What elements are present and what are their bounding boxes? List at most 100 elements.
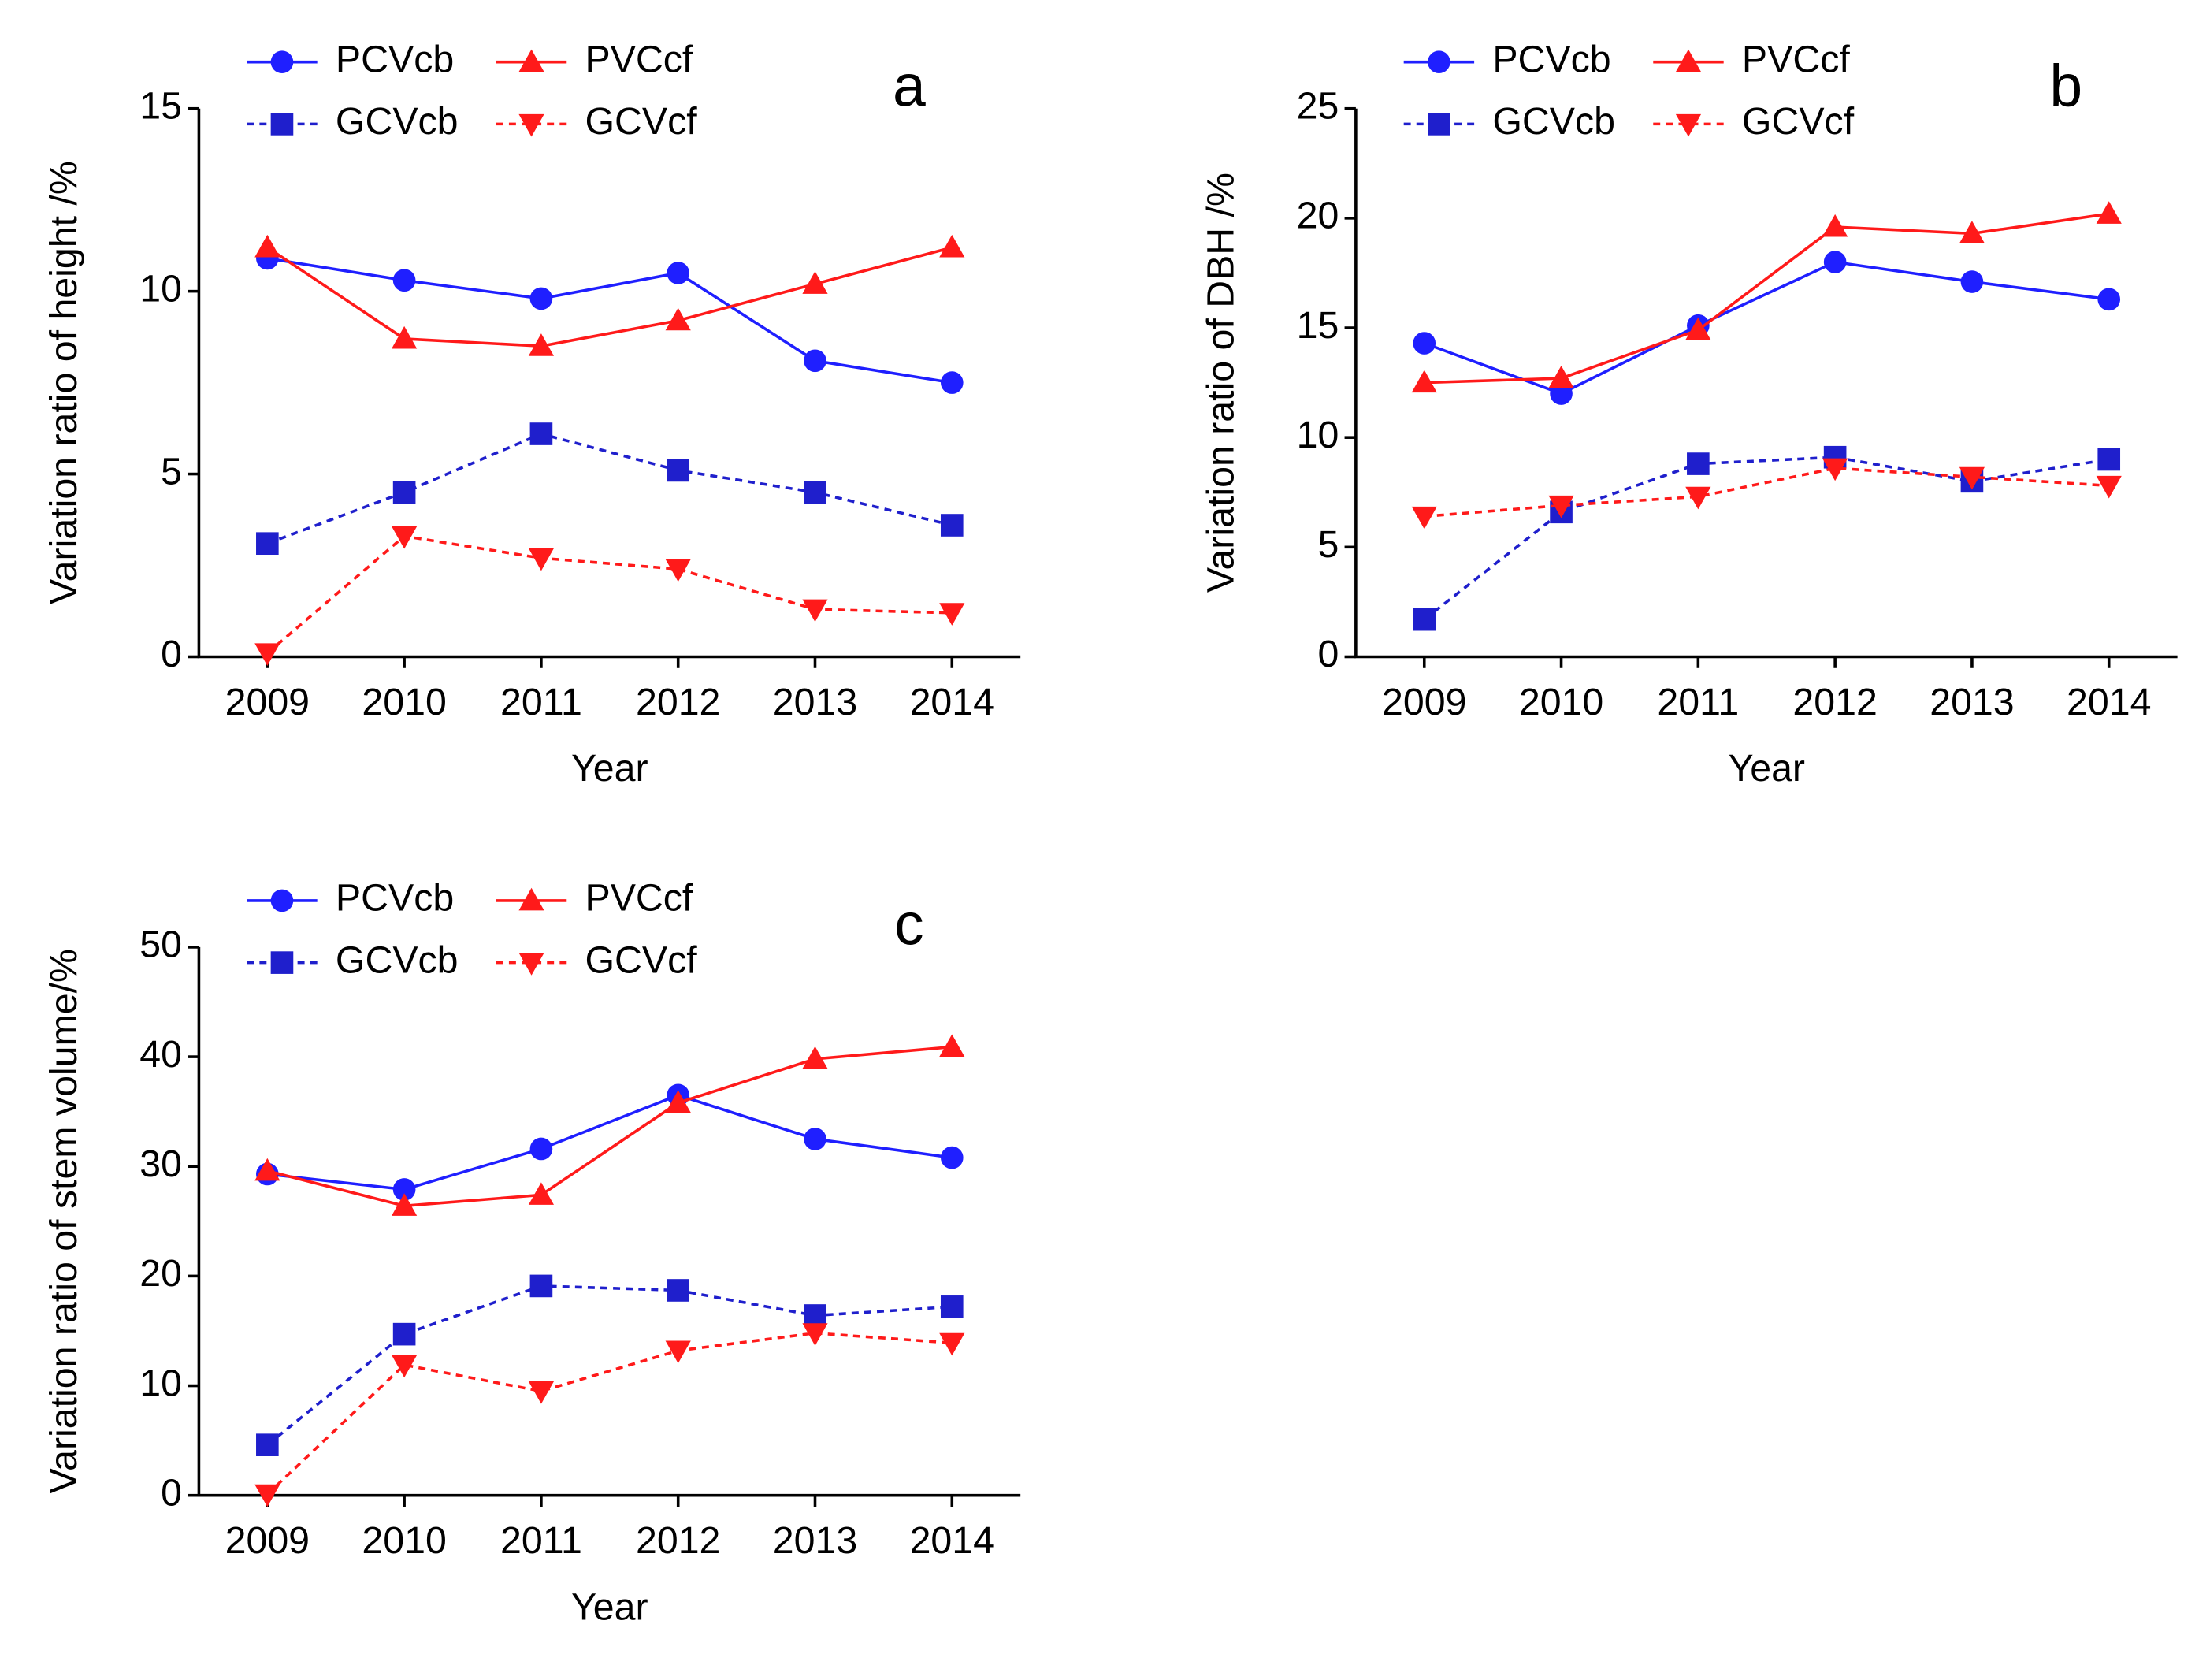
legend-label: GCVcf <box>1742 100 1855 143</box>
data-point <box>528 333 555 356</box>
legend-label: PCVcb <box>336 38 454 80</box>
series-line <box>1424 212 2109 385</box>
data-point <box>667 459 690 482</box>
legend-label: PVCcf <box>585 877 693 920</box>
x-tick-label: 2013 <box>773 1519 857 1562</box>
legend-label: GCVcb <box>336 938 459 981</box>
data-point <box>940 514 964 537</box>
x-tick-label: 2011 <box>1657 681 1739 723</box>
data-point <box>2096 201 2122 224</box>
series-line <box>266 1331 953 1496</box>
data-point <box>392 1355 418 1378</box>
data-point <box>802 271 828 294</box>
legend-marker <box>1675 113 1702 137</box>
data-point <box>1411 506 1437 530</box>
panel-label: c <box>894 891 924 957</box>
data-point <box>1548 365 1574 388</box>
series-line <box>1423 455 2110 621</box>
data-point <box>529 422 553 445</box>
x-tick-label: 2009 <box>225 1519 310 1562</box>
chart: 0 10 20 30 40 50 2009 2010 2011 2012 2013 2014 Year V… <box>43 877 1021 1628</box>
x-axis-label: Year <box>1728 747 1805 790</box>
data-point <box>1959 221 1985 243</box>
x-tick-label: 2009 <box>225 681 310 723</box>
data-point <box>392 1322 416 1346</box>
y-tick-label: 15 <box>1297 304 1339 347</box>
data-point <box>1548 495 1574 518</box>
data-point <box>804 1128 826 1150</box>
data-point <box>665 1090 691 1113</box>
x-tick-label: 2009 <box>1382 681 1466 723</box>
legend-marker <box>270 889 294 912</box>
data-point <box>529 1137 553 1161</box>
data-point <box>940 1295 964 1318</box>
data-point <box>392 1193 418 1216</box>
data-point <box>940 371 964 394</box>
axis-line <box>197 946 1021 1497</box>
data-point <box>939 603 965 626</box>
legend-label: PCVcb <box>1492 38 1610 80</box>
x-tick-label: 2011 <box>500 1519 582 1562</box>
series-line <box>1424 260 2109 396</box>
data-point <box>1823 251 1847 273</box>
series-line <box>266 1284 953 1447</box>
y-axis-label: Variation ratio of DBH /% <box>1199 173 1242 593</box>
series-line <box>266 1045 953 1208</box>
y-tick-label: 25 <box>1297 84 1339 127</box>
data-point <box>667 1279 690 1302</box>
data-point <box>254 643 280 666</box>
data-point <box>529 287 553 310</box>
y-tick-label: 10 <box>1297 414 1339 456</box>
data-point <box>256 1433 279 1456</box>
data-point <box>1960 270 1984 293</box>
data-point <box>1685 317 1711 340</box>
data-point <box>665 559 691 582</box>
y-tick-label: 0 <box>1318 633 1339 675</box>
data-point <box>804 1304 826 1327</box>
data-point <box>804 481 826 504</box>
legend-marker <box>270 951 294 974</box>
data-point <box>392 269 416 292</box>
legend-label: GCVcb <box>1492 100 1615 143</box>
legend-label: GCVcb <box>336 100 459 143</box>
data-point <box>939 234 965 258</box>
data-point <box>665 307 691 331</box>
data-point <box>2096 475 2122 499</box>
data-point <box>939 1034 965 1057</box>
data-point <box>940 1146 964 1169</box>
legend-label: PVCcf <box>585 38 693 80</box>
y-axis-label: Variation ratio of height /% <box>43 161 85 604</box>
data-point <box>392 1178 416 1201</box>
series-line <box>266 246 953 348</box>
y-tick-label: 5 <box>1318 523 1339 566</box>
data-point <box>802 599 828 623</box>
legend-label: PCVcb <box>336 877 454 920</box>
legend-marker <box>1675 49 1702 72</box>
y-tick-label: 30 <box>139 1143 182 1185</box>
data-point <box>528 548 555 571</box>
x-tick-label: 2013 <box>1930 681 2014 723</box>
x-tick-label: 2010 <box>1519 681 1603 723</box>
data-point <box>1411 370 1437 393</box>
x-tick-label: 2014 <box>2067 681 2151 723</box>
legend-marker <box>518 953 544 976</box>
y-tick-label: 0 <box>161 1471 182 1514</box>
legend-marker <box>518 49 544 72</box>
legend-marker <box>518 113 544 137</box>
data-point <box>2097 288 2121 311</box>
x-tick-label: 2010 <box>362 1519 446 1562</box>
data-point <box>667 262 690 284</box>
legend-marker <box>518 887 544 911</box>
y-axis-label: Variation ratio of stem volume/% <box>43 949 85 1493</box>
x-tick-label: 2012 <box>636 681 720 723</box>
y-tick-label: 20 <box>1297 195 1339 237</box>
legend-marker <box>1428 50 1450 74</box>
x-tick-label: 2014 <box>910 681 994 723</box>
x-tick-label: 2010 <box>362 681 446 723</box>
data-point <box>1822 458 1848 481</box>
data-point <box>804 349 826 373</box>
data-point <box>528 1182 555 1205</box>
chart: 0 5 10 15 2009 2010 2011 2012 2013 2014 Year Variat… <box>43 38 1021 790</box>
axis-line <box>1354 108 2178 659</box>
